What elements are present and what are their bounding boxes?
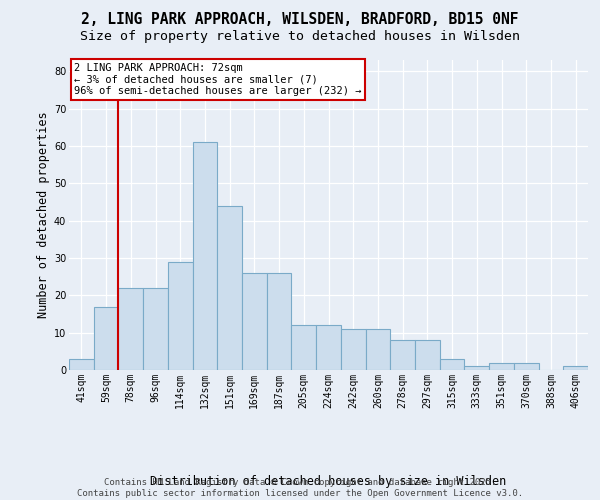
Bar bbox=[292, 325, 316, 370]
Bar bbox=[193, 142, 217, 370]
Text: 2, LING PARK APPROACH, WILSDEN, BRADFORD, BD15 0NF: 2, LING PARK APPROACH, WILSDEN, BRADFORD… bbox=[81, 12, 519, 28]
Y-axis label: Number of detached properties: Number of detached properties bbox=[37, 112, 50, 318]
Bar bbox=[464, 366, 489, 370]
Bar bbox=[118, 288, 143, 370]
Bar bbox=[168, 262, 193, 370]
Bar bbox=[217, 206, 242, 370]
Bar bbox=[390, 340, 415, 370]
Bar bbox=[341, 329, 365, 370]
Bar bbox=[415, 340, 440, 370]
Bar bbox=[143, 288, 168, 370]
Bar bbox=[489, 362, 514, 370]
Text: 2 LING PARK APPROACH: 72sqm
← 3% of detached houses are smaller (7)
96% of semi-: 2 LING PARK APPROACH: 72sqm ← 3% of deta… bbox=[74, 63, 362, 96]
Bar bbox=[94, 306, 118, 370]
Bar bbox=[440, 359, 464, 370]
Text: Size of property relative to detached houses in Wilsden: Size of property relative to detached ho… bbox=[80, 30, 520, 43]
Bar bbox=[365, 329, 390, 370]
Bar bbox=[514, 362, 539, 370]
Bar bbox=[242, 273, 267, 370]
Bar bbox=[316, 325, 341, 370]
Text: Contains HM Land Registry data © Crown copyright and database right 2025.
Contai: Contains HM Land Registry data © Crown c… bbox=[77, 478, 523, 498]
X-axis label: Distribution of detached houses by size in Wilsden: Distribution of detached houses by size … bbox=[151, 474, 506, 488]
Bar bbox=[69, 359, 94, 370]
Bar bbox=[267, 273, 292, 370]
Bar bbox=[563, 366, 588, 370]
